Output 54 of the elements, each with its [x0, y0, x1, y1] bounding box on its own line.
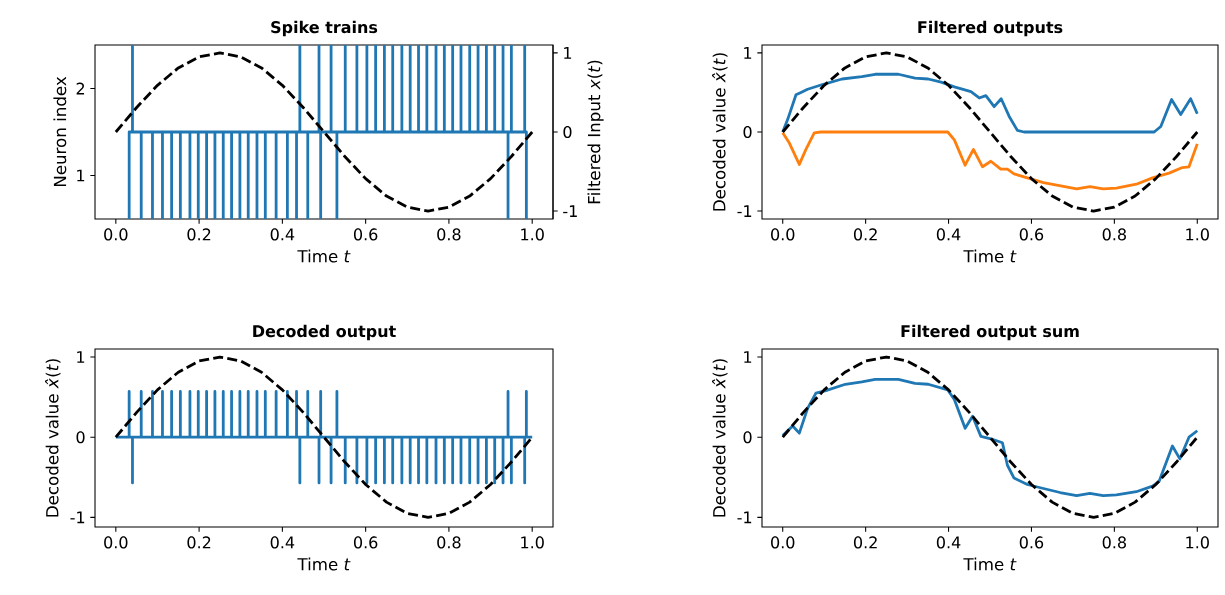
- x-tick-label: 0.0: [104, 536, 128, 549]
- y-tick-label: 0: [743, 125, 752, 139]
- x-tick-label: 0.2: [853, 228, 877, 241]
- x-tick-label: 1.0: [521, 536, 544, 549]
- line-series: [114, 355, 534, 519]
- y-tick-label: 1: [744, 351, 752, 363]
- x-tick-label: 0.0: [771, 536, 795, 549]
- x-tick-label: 0.6: [353, 536, 378, 549]
- x-tick-label: 0.8: [1102, 228, 1126, 241]
- x-axis-title: Time t: [297, 249, 351, 263]
- y-tick-label: 2: [76, 82, 85, 95]
- chart-title: Filtered outputs: [918, 20, 1063, 37]
- y-tick-label: -1: [70, 511, 85, 524]
- line-series: [781, 355, 1199, 519]
- x-tick-label: 0.2: [187, 228, 211, 241]
- y2-axis-title: Filtered Input x(t): [587, 60, 604, 204]
- y-axis-title: Decoded value x̂(t): [712, 359, 728, 517]
- x-tick-label: 0.8: [1102, 536, 1126, 549]
- chart-title: Decoded output: [253, 324, 396, 341]
- x-tick-label: 1.0: [521, 228, 544, 241]
- x-tick-label: 0.4: [270, 536, 295, 549]
- y-tick-label: 0: [76, 431, 85, 444]
- x-axis-title: Time t: [963, 557, 1017, 571]
- x-tick-label: 0.2: [187, 536, 211, 549]
- chart-title: Spike trains: [271, 20, 378, 37]
- y-tick-label: -1: [737, 205, 752, 217]
- x-axis-title: Time t: [963, 249, 1017, 263]
- x-tick-label: 0.6: [1019, 228, 1044, 241]
- y2-tick-label: 1: [564, 47, 572, 59]
- x-tick-label: 0.4: [936, 536, 961, 549]
- x-tick-label: 1.0: [1186, 228, 1209, 241]
- x-tick-label: 0.4: [270, 228, 295, 241]
- chart-title: Filtered output sum: [901, 324, 1079, 341]
- x-axis-title: Time t: [297, 557, 351, 571]
- x-tick-label: 0.8: [437, 228, 461, 241]
- y-tick-label: 1: [77, 169, 85, 182]
- y-tick-label: -1: [737, 511, 752, 524]
- y-axis-title: Decoded value x̂(t): [45, 359, 61, 517]
- x-tick-label: 0.6: [1019, 536, 1044, 549]
- y-axis-title: Decoded value x̂(t): [712, 53, 728, 211]
- y-axis-title: Neuron index: [53, 76, 67, 187]
- x-tick-label: 0.8: [437, 536, 461, 549]
- x-tick-label: 0.0: [104, 228, 128, 241]
- x-tick-label: 1.0: [1186, 536, 1209, 549]
- x-tick-label: 0.6: [353, 228, 378, 241]
- y-tick-label: 1: [77, 351, 85, 363]
- y2-tick-label: 0: [563, 125, 572, 139]
- x-tick-label: 0.4: [936, 228, 961, 241]
- y2-tick-label: -1: [563, 205, 577, 217]
- y-tick-label: 1: [744, 47, 752, 59]
- x-tick-label: 0.2: [853, 536, 877, 549]
- y-tick-label: 0: [743, 431, 752, 444]
- x-tick-label: 0.0: [771, 228, 795, 241]
- line-series: [781, 72, 1199, 134]
